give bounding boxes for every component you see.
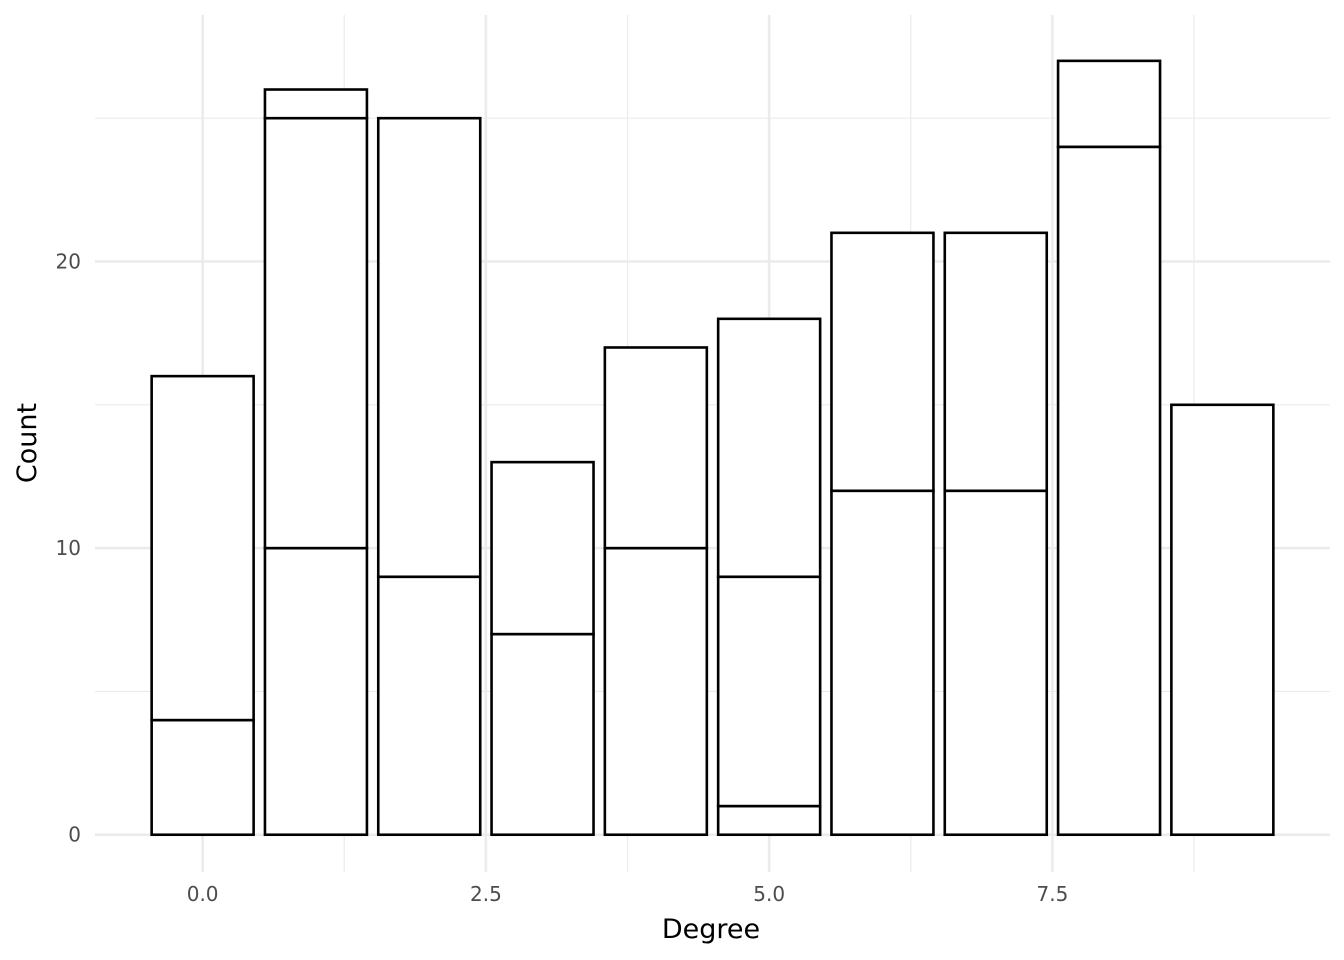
x-tick-label: 7.5 <box>1037 882 1069 906</box>
bar-segment <box>376 116 482 579</box>
bar-segment <box>716 804 822 837</box>
bar-segment <box>263 88 369 120</box>
x-tick-label: 5.0 <box>753 882 785 906</box>
bar-segment <box>376 575 482 837</box>
bar-segment <box>1170 403 1275 837</box>
y-axis-title: Count <box>12 403 43 483</box>
bar-segment <box>603 546 709 837</box>
bar-segment <box>1056 59 1162 149</box>
bar-segment <box>263 116 369 550</box>
bar-segment <box>490 460 595 636</box>
bar-segment <box>943 231 1049 493</box>
y-tick-label: 20 <box>56 249 81 273</box>
bar-segment <box>263 546 369 837</box>
bar-segment <box>490 632 595 837</box>
x-tick-label: 0.0 <box>187 882 219 906</box>
y-tick-label: 0 <box>68 823 81 847</box>
x-tick-label: 2.5 <box>470 882 502 906</box>
bars <box>150 59 1275 837</box>
bar-segment <box>603 346 709 550</box>
x-axis-title: Degree <box>662 914 760 945</box>
bar-segment <box>150 374 255 722</box>
y-tick-label: 10 <box>56 536 81 560</box>
bar-segment <box>830 231 935 493</box>
bar-segment <box>716 317 822 579</box>
y-tick-labels: 0 10 20 <box>56 249 81 846</box>
bar-segment <box>1056 145 1162 837</box>
bar-segment <box>830 489 935 837</box>
bar-segment <box>716 575 822 808</box>
x-tick-labels: 0.0 2.5 5.0 7.5 <box>187 882 1069 906</box>
bar-segment <box>150 718 255 837</box>
bar-segment <box>943 489 1049 837</box>
